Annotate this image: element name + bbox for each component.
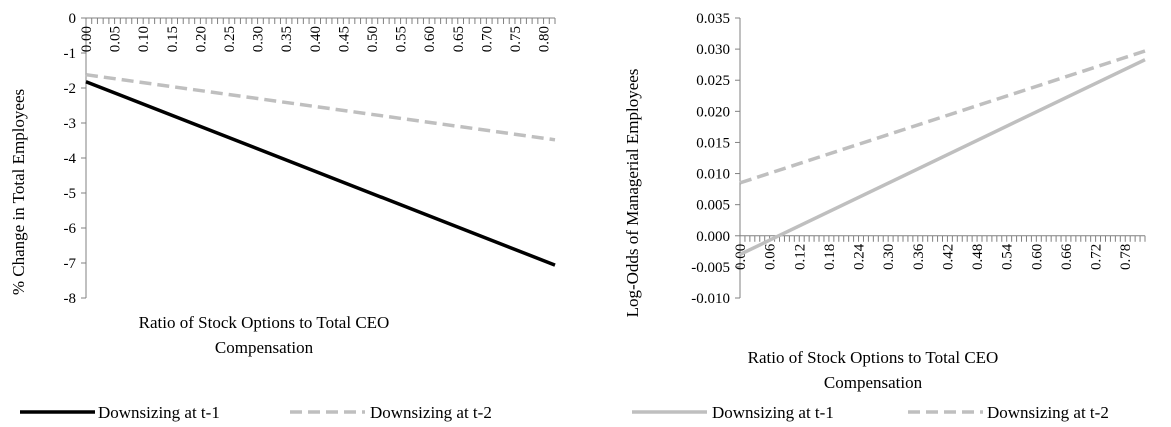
y-tick-label: 0.030 [696,42,730,58]
x-tick-label: 0.30 [251,26,267,52]
chart-managerial-employees: 0.0350.0300.0250.0200.0150.0100.0050.000… [623,11,1146,422]
x-tick-label: 0.18 [822,244,838,270]
x-tick-label: 0.72 [1089,244,1105,270]
axes [81,17,556,299]
legend-label-t1: Downsizing at t-1 [712,403,834,422]
y-axis-title: Log-Odds of Managerial Employees [623,69,642,318]
x-tick-label: 0.15 [165,26,181,52]
x-tick-label: 0.45 [336,26,352,52]
x-tick-label: 0.20 [193,26,209,52]
y-tick-label: -4 [64,151,77,167]
y-tick-label: -0.010 [691,291,730,307]
y-tick-label: 0.010 [696,167,730,183]
x-tick-label: 0.60 [422,26,438,52]
x-axis-title-line-1: Ratio of Stock Options to Total CEO [139,313,390,332]
y-tick-label: -1 [64,46,77,62]
x-tick-labels: 0.00 0.05 0.10 0.15 0.20 0.25 0.30 0.35 0.40 0.45… [79,26,553,52]
x-tick-label: 0.00 [733,244,749,270]
x-tick-label: 0.35 [279,26,295,52]
x-tick-label: 0.00 [79,26,95,52]
x-tick-label: 0.10 [136,26,152,52]
y-tick-label: 0.035 [696,11,730,27]
y-tick-label: -6 [64,221,77,237]
x-tick-label: 0.66 [1059,243,1075,270]
legend-label-t1: Downsizing at t-1 [98,403,220,422]
x-tick-label: 0.25 [222,26,238,52]
y-tick-label: 0.015 [696,135,730,151]
series-line-1 [85,80,556,267]
x-tick-label: 0.42 [940,244,956,270]
series-lines [739,49,1146,257]
x-tick-label: 0.70 [479,26,495,52]
x-tick-label: 0.24 [852,243,868,270]
y-tick-label: 0.025 [696,73,730,89]
legend: Downsizing at t-1 Downsizing at t-2 [20,403,492,422]
y-tick-label: 0 [69,11,77,27]
legend-label-t2: Downsizing at t-2 [370,403,492,422]
y-tick-label: -0.005 [691,260,730,276]
series-line-2 [85,72,556,142]
series-line-2 [739,49,1146,185]
y-tick-label: -2 [64,81,77,97]
x-axis-title-line-2: Compensation [215,338,314,357]
x-tick-label: 0.54 [1000,243,1016,270]
series-lines [85,72,556,267]
y-tick-label: 0.000 [696,229,730,245]
y-tick-label: -3 [64,116,77,132]
y-axis-title: % Change in Total Employees [9,89,28,295]
x-tick-label: 0.05 [108,26,124,52]
x-axis-title-line-1: Ratio of Stock Options to Total CEO [748,348,999,367]
y-tick-labels: 0 -1 -2 -3 -4 -5 -6 -7 -8 [64,11,77,307]
legend-label-t2: Downsizing at t-2 [987,403,1109,422]
x-tick-label: 0.60 [1029,244,1045,270]
x-tick-label: 0.55 [394,26,410,52]
y-tick-label: -7 [64,256,77,272]
y-tick-label: -8 [64,291,77,307]
x-tick-label: 0.12 [792,244,808,270]
x-tick-label: 0.30 [881,244,897,270]
x-tick-label: 0.65 [451,26,467,52]
x-tick-label: 0.48 [970,244,986,270]
x-tick-label: 0.36 [911,243,927,270]
x-tick-label: 0.06 [763,243,779,270]
y-tick-label: 0.005 [696,198,730,214]
x-tick-label: 0.80 [537,26,553,52]
x-tick-label: 0.50 [365,26,381,52]
x-tick-label: 0.78 [1118,244,1134,270]
x-tick-label: 0.40 [308,26,324,52]
y-tick-label: -5 [64,186,77,202]
y-tick-label: 0.020 [696,104,730,120]
chart-total-employees: 0-1-2-3-4-5-6-7-8 0.00 0.05 0.10 0.15 0.20 0.… [9,11,556,422]
axes [735,17,1146,299]
x-tick-labels: 0.00 0.06 0.12 0.18 0.24 0.30 0.36 0.42 0.48 0.54… [733,243,1134,270]
x-axis-title-line-2: Compensation [824,373,923,392]
series-line-1 [739,58,1146,257]
x-tick-label: 0.75 [508,26,524,52]
legend: Downsizing at t-1 Downsizing at t-2 [632,403,1109,422]
y-tick-labels: 0.035 0.030 0.025 0.020 0.015 0.010 0.005 0.000… [691,11,730,307]
